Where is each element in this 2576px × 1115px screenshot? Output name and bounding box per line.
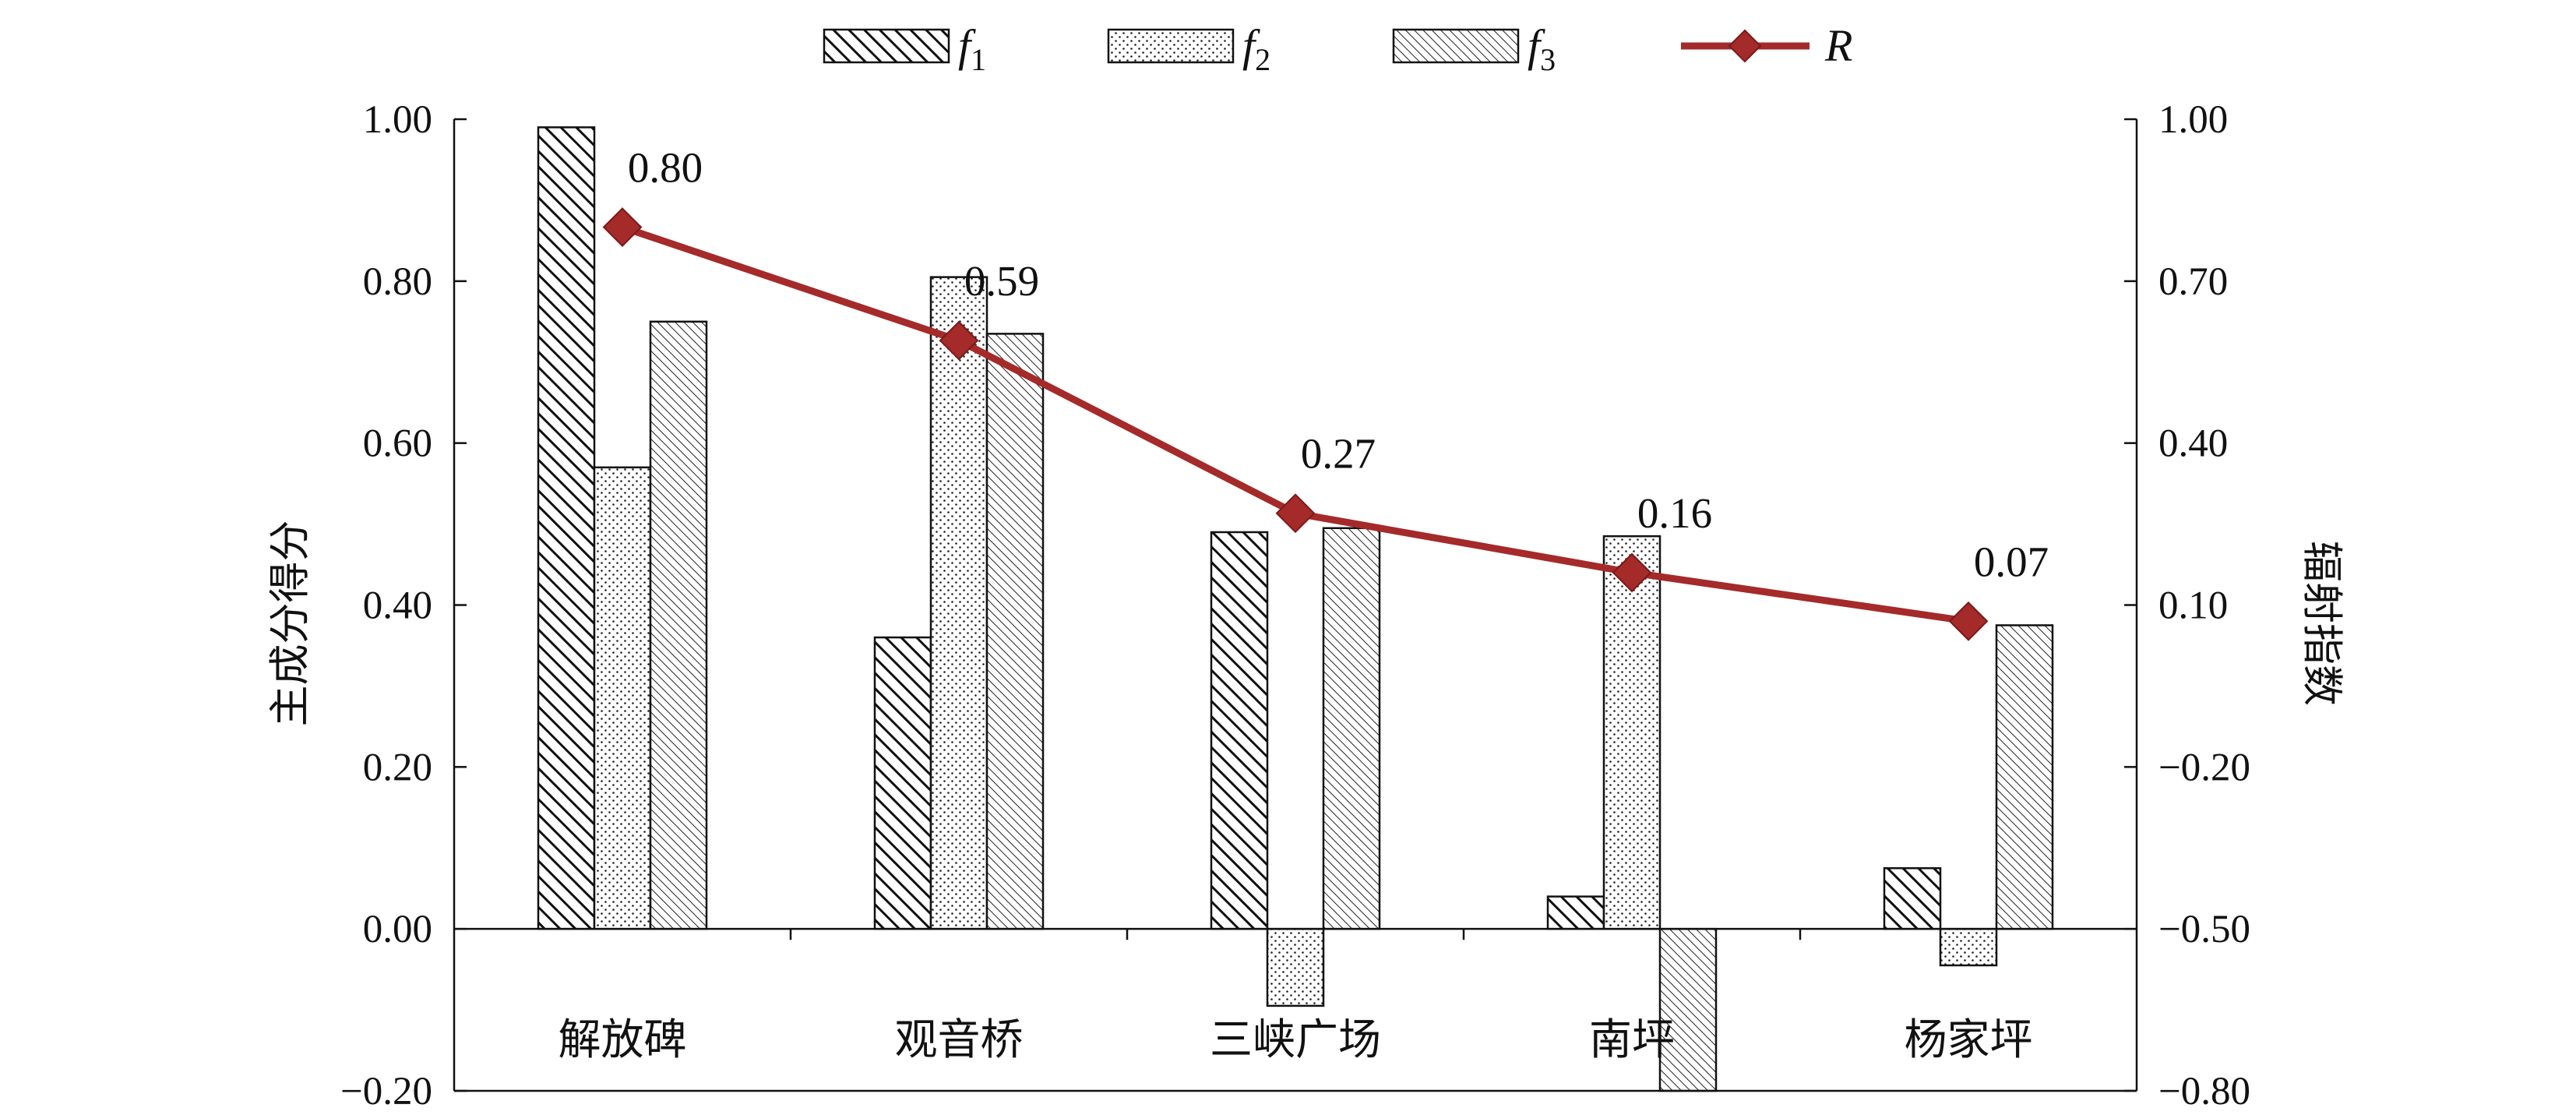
r-data-label: 0.59 — [964, 257, 1039, 305]
bar-f2-2 — [929, 276, 988, 930]
left-axis-title: 主成分得分 — [266, 520, 314, 727]
category-label: 杨家坪 — [1904, 1014, 2032, 1064]
bar-f2-3 — [1266, 927, 1325, 1007]
legend-swatch-f1 — [823, 28, 950, 64]
r-data-label: 0.27 — [1301, 430, 1376, 478]
r-marker — [1612, 552, 1652, 593]
right-tick-label: −0.50 — [2158, 908, 2250, 951]
bar-f2-5 — [1939, 927, 1998, 967]
r-marker — [1275, 493, 1316, 534]
bar-f1-4 — [1546, 895, 1605, 930]
legend-label-R: R — [1824, 20, 1852, 71]
left-tick-label: 1.00 — [363, 98, 432, 142]
right-axis-title: 辐射指数 — [2298, 541, 2345, 706]
right-tick-label: −0.20 — [2158, 746, 2250, 789]
left-tick-label: 0.80 — [363, 260, 432, 304]
left-tick-label: 0.60 — [363, 422, 432, 466]
category-label: 观音桥 — [894, 1014, 1023, 1064]
bar-f1-3 — [1210, 531, 1269, 930]
category-label: 三峡广场 — [1210, 1014, 1381, 1064]
legend-label-f3: f3 — [1528, 20, 1556, 77]
right-tick-label: 0.10 — [2158, 584, 2228, 628]
category-label: 南坪 — [1589, 1014, 1675, 1064]
legend: f1 f2 f3 R — [823, 20, 1852, 77]
legend-label-f2: f2 — [1242, 20, 1270, 77]
r-data-label: 0.07 — [1974, 538, 2049, 585]
right-tick-label: 0.40 — [2158, 422, 2228, 466]
legend-marker-R — [1728, 29, 1762, 63]
r-line — [621, 224, 1969, 625]
left-tick-label: −0.20 — [340, 1070, 432, 1113]
bar-f3-3 — [1322, 527, 1381, 930]
right-tick-label: −0.80 — [2158, 1070, 2250, 1113]
r-marker — [939, 320, 979, 361]
bar-f1-2 — [873, 636, 932, 930]
r-data-label: 0.80 — [628, 144, 703, 192]
legend-label-f1: f1 — [958, 20, 986, 77]
bar-f3-5 — [1995, 624, 2054, 930]
r-line-layer: 0.80 0.59 0.27 0.16 0.07 — [602, 144, 2049, 641]
axes-layer: 1.00 0.80 0.60 0.40 0.20 0.00 −0.20 1.00 0.70 0.4… — [340, 98, 2250, 1113]
legend-subscript: 2 — [1255, 42, 1270, 77]
r-marker — [1948, 601, 1989, 641]
left-tick-label: 0.40 — [363, 584, 432, 628]
legend-subscript: 1 — [971, 42, 986, 77]
right-tick-label: 0.70 — [2158, 260, 2228, 304]
bar-f3-1 — [649, 320, 708, 930]
bar-f3-4 — [1658, 927, 1718, 1092]
legend-swatch-f3 — [1392, 28, 1520, 64]
bar-f1-1 — [537, 126, 596, 930]
bar-f3-2 — [985, 333, 1045, 930]
left-tick-label: 0.00 — [363, 908, 432, 951]
legend-subscript: 3 — [1540, 42, 1556, 77]
category-label: 解放碑 — [558, 1014, 686, 1064]
r-marker — [602, 207, 643, 247]
bars-layer — [537, 126, 2054, 1092]
bar-f2-4 — [1602, 535, 1662, 930]
legend-swatch-f2 — [1107, 28, 1235, 64]
r-data-label: 0.16 — [1637, 489, 1712, 537]
left-tick-label: 0.20 — [363, 746, 432, 789]
bar-f2-1 — [593, 466, 652, 930]
right-tick-label: 1.00 — [2158, 98, 2228, 142]
bar-f1-5 — [1883, 866, 1942, 930]
